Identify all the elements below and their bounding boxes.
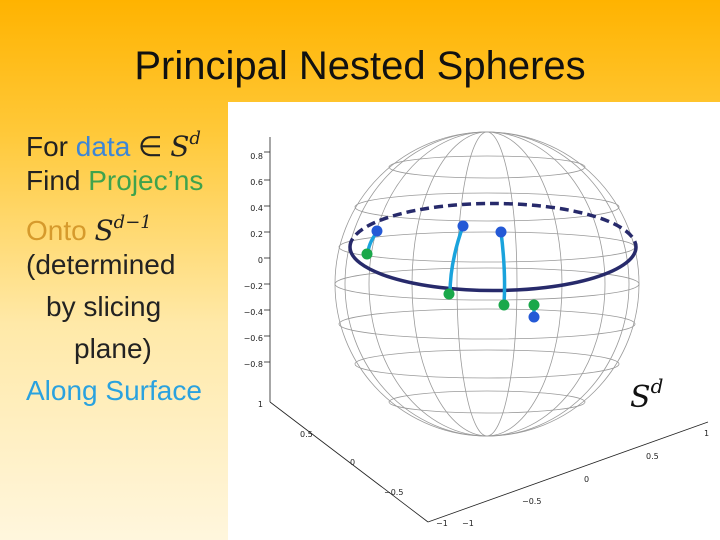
projected-point <box>528 299 540 311</box>
z-tick-label: −0.4 <box>244 308 263 317</box>
bullet-line-6: plane) <box>74 333 152 364</box>
z-tick-label: −0.2 <box>244 282 263 291</box>
z-tick-label: 0.2 <box>250 230 263 239</box>
bullet-line-5: by slicing <box>46 291 162 322</box>
element-of-symbol: ∈ <box>130 131 171 162</box>
sphere-label: Sd <box>630 374 664 415</box>
data-point <box>528 311 540 323</box>
bullet-list: For data ∈ Sd Find Projec’ns Onto Sd−1 (… <box>26 118 231 412</box>
data-point <box>495 226 507 238</box>
data-point <box>371 225 383 237</box>
projected-point <box>361 248 373 260</box>
z-tick-label: −0.6 <box>244 334 263 343</box>
y-tick-label: 0.5 <box>646 452 659 461</box>
y-axis-line <box>427 421 709 523</box>
x-tick-label: −1 <box>436 519 448 528</box>
math-sphere-symbol: Sd <box>170 128 201 163</box>
z-tick-label: 0.4 <box>250 204 263 213</box>
bullet-keyword-projections: Projec’ns <box>88 165 204 196</box>
math-subsphere-symbol: Sd−1 <box>94 212 152 247</box>
z-tick-labels: 0.8 0.6 0.4 0.2 0 −0.2 −0.4 −0.6 −0.8 1 <box>244 152 263 409</box>
y-tick-label: 0 <box>584 475 589 484</box>
bullet-keyword-data: data <box>75 131 131 162</box>
sphere-figure: 0.8 0.6 0.4 0.2 0 −0.2 −0.4 −0.6 −0.8 1 … <box>244 131 709 528</box>
z-tick-label: 0.8 <box>250 152 263 161</box>
subsphere-back-arc <box>348 201 638 248</box>
projected-points <box>361 248 540 311</box>
z-tick-label: 0 <box>258 256 263 265</box>
latitude-line <box>354 349 620 379</box>
sphere-wireframe <box>334 131 640 437</box>
bullet-line-2: Find Projec’ns <box>26 160 231 202</box>
z-tick-label: 0.6 <box>250 178 263 187</box>
subsphere-front-arc <box>348 246 638 293</box>
z-tick-label: 1 <box>258 400 263 409</box>
sphere-figure-panel: 0.8 0.6 0.4 0.2 0 −0.2 −0.4 −0.6 −0.8 1 … <box>228 102 720 540</box>
longitude-line <box>344 131 630 437</box>
latitude-line <box>388 155 586 179</box>
projection-path <box>499 230 507 306</box>
projection-path <box>448 224 465 296</box>
data-point <box>457 220 469 232</box>
y-tick-label: −1 <box>462 519 474 528</box>
bullet-line-3: Onto Sd−1 <box>26 202 231 247</box>
y-tick-label: −0.5 <box>522 497 541 506</box>
axes-box <box>264 137 709 523</box>
projected-point <box>498 299 510 311</box>
x-axis-line <box>269 401 429 523</box>
latitude-line <box>354 192 620 222</box>
y-tick-labels: 1 0.5 0 −0.5 −1 <box>462 429 709 528</box>
bullet-line-7: Along Surface <box>26 375 202 406</box>
z-tick-label: −0.8 <box>244 360 263 369</box>
bullet-keyword-onto: Onto <box>26 215 95 246</box>
bullet-text: For <box>26 131 76 162</box>
bullet-line-1: For data ∈ Sd <box>26 118 231 163</box>
x-tick-label: −0.5 <box>384 488 403 497</box>
projection-paths <box>366 224 536 318</box>
bullet-line-4: (determined <box>26 249 176 280</box>
latitude-line <box>334 267 640 301</box>
latitude-line <box>338 231 636 263</box>
data-points <box>371 220 540 323</box>
latitude-line <box>338 308 636 340</box>
slide-title: Principal Nested Spheres <box>134 44 586 88</box>
projected-point <box>443 288 455 300</box>
latitude-line <box>388 390 586 414</box>
x-tick-labels: 0.5 0 −0.5 −1 <box>300 430 448 528</box>
x-tick-label: 0 <box>350 458 355 467</box>
x-tick-label: 0.5 <box>300 430 313 439</box>
y-tick-label: 1 <box>704 429 709 438</box>
bullet-text: Find <box>26 165 89 196</box>
